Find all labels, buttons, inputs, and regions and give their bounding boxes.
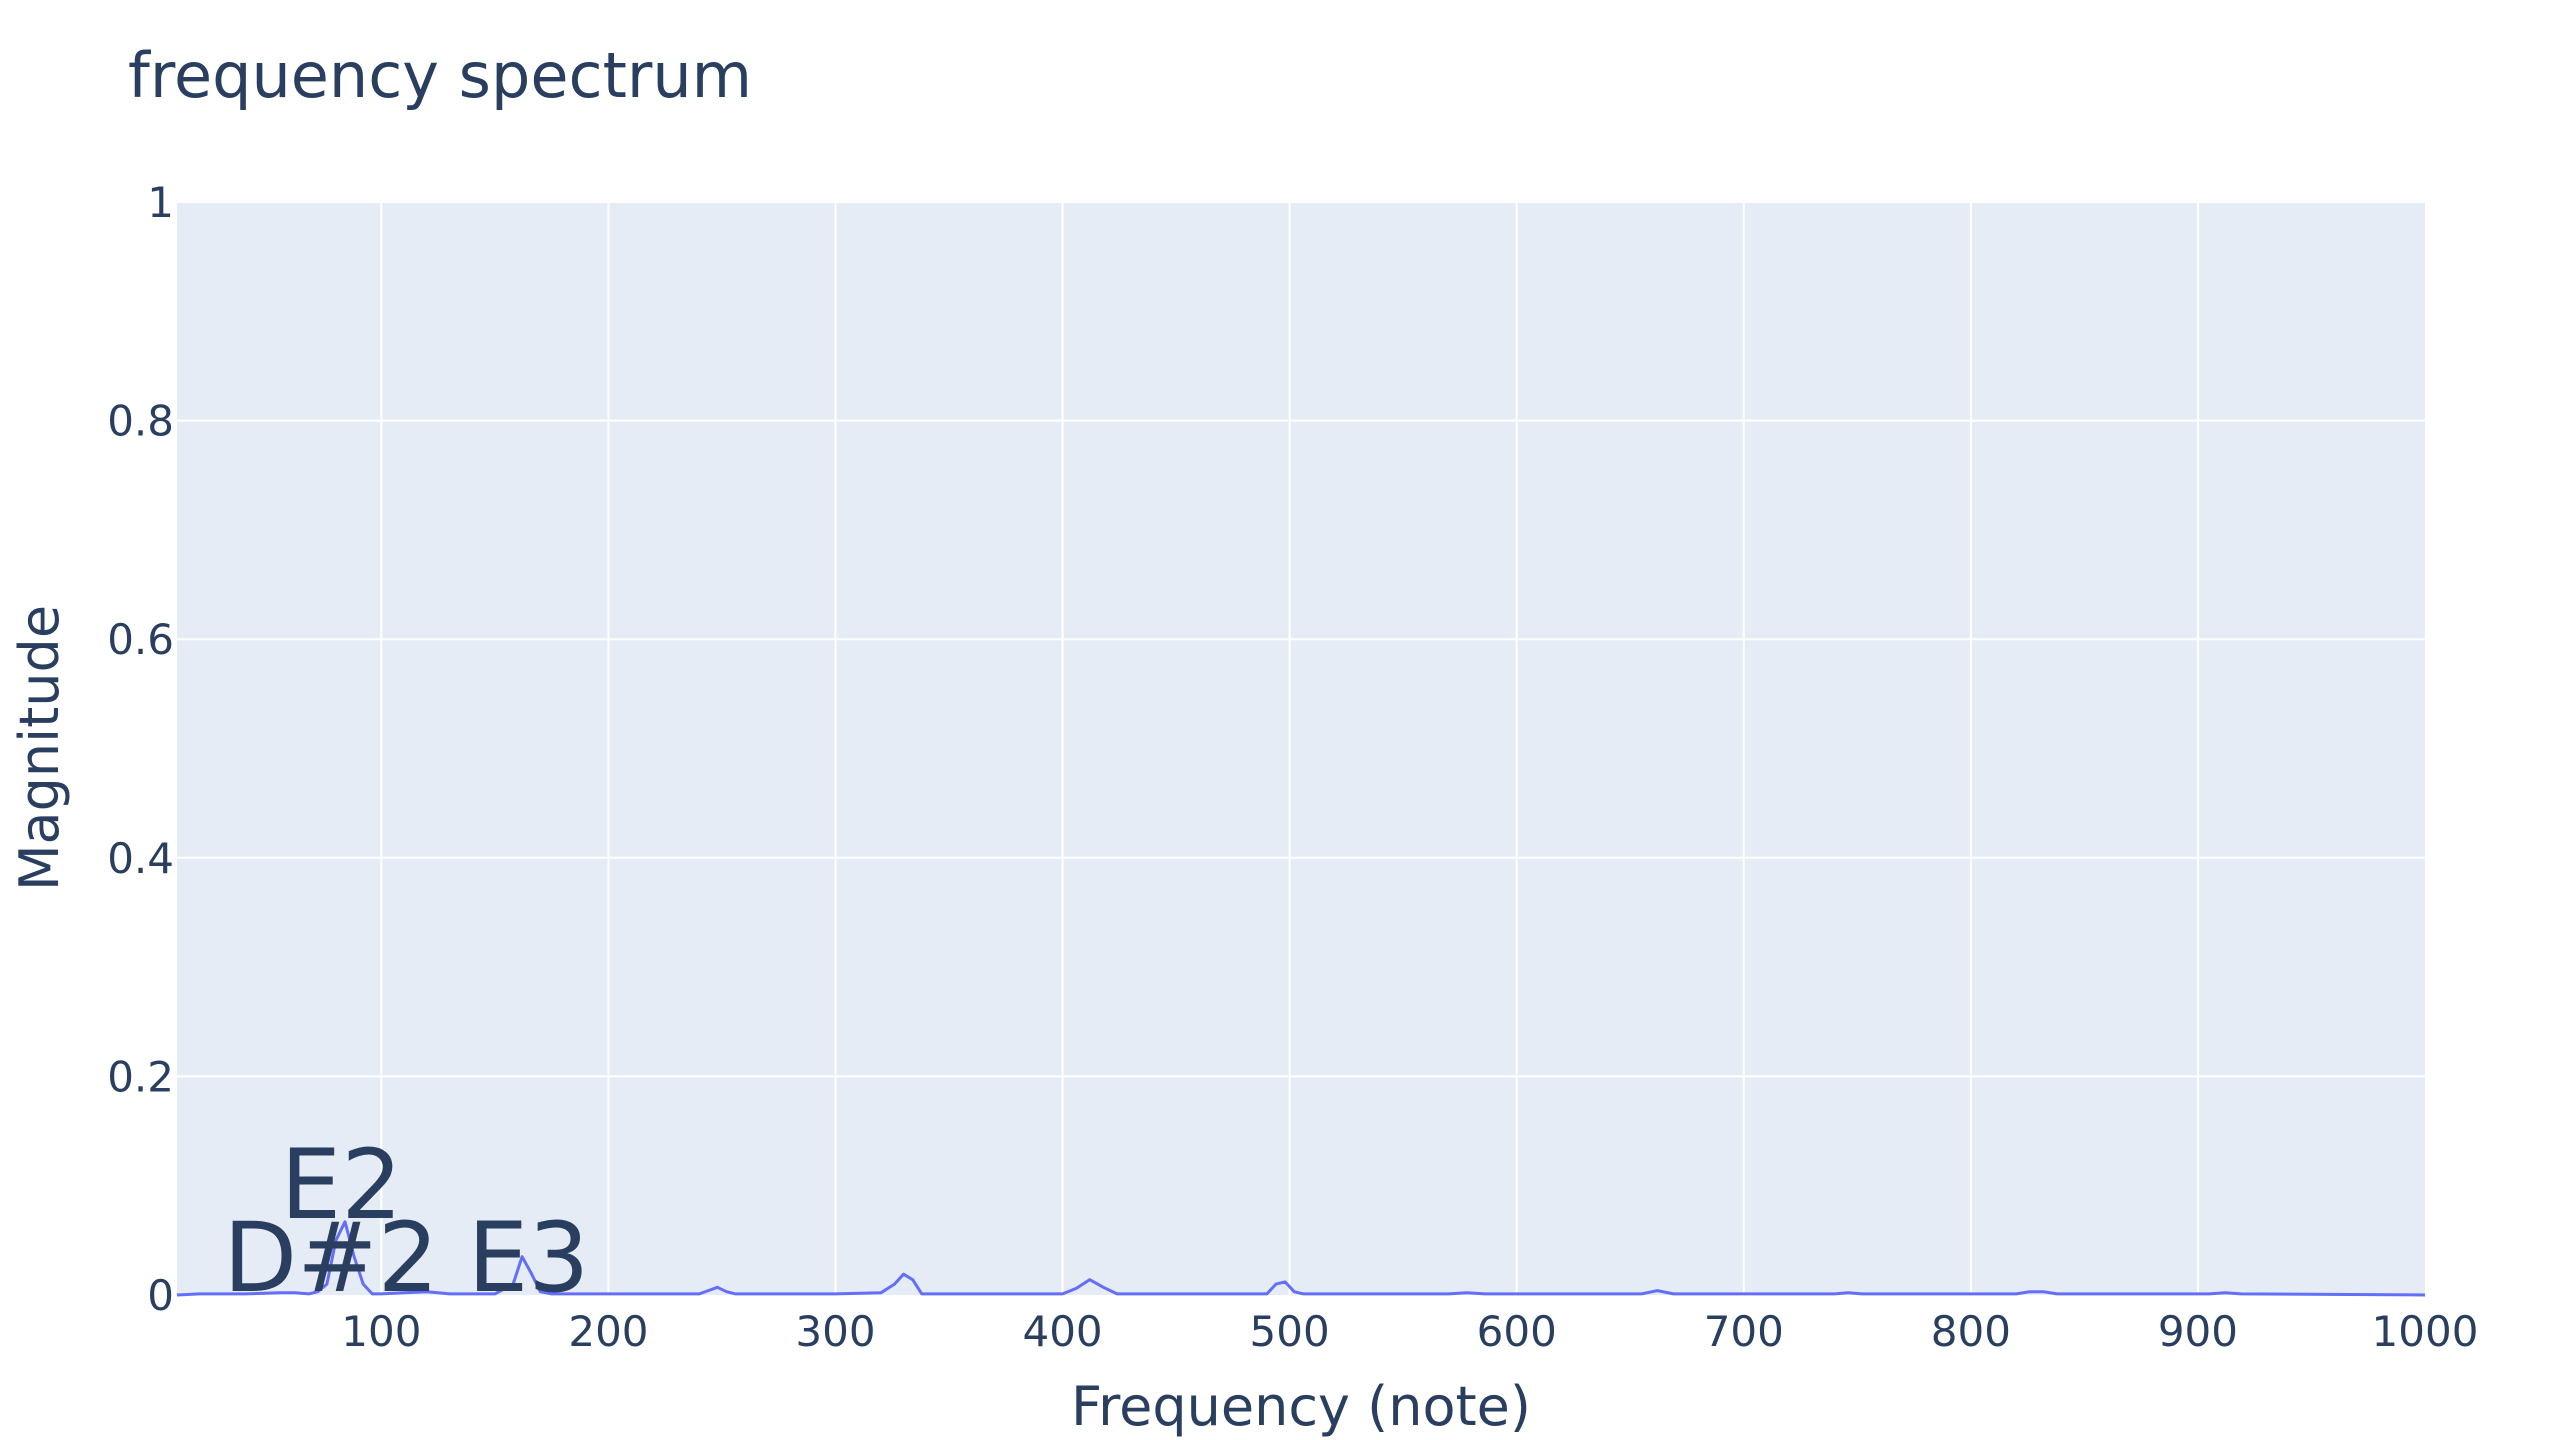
y-tick-label: 1: [147, 178, 174, 227]
x-tick-label: 700: [1704, 1307, 1784, 1356]
y-tick-label: 0.8: [107, 397, 174, 446]
x-tick-label: 300: [795, 1307, 875, 1356]
y-tick-label: 0.2: [107, 1052, 174, 1101]
x-tick-labels: 100 200 300 400 500 600 700 800 900 1000: [341, 1307, 2478, 1356]
plot-area: [177, 202, 2425, 1295]
note-annotation: E2: [281, 1129, 403, 1241]
y-tick-label: 0: [147, 1271, 174, 1320]
x-tick-label: 400: [1022, 1307, 1102, 1356]
x-tick-label: 600: [1477, 1307, 1557, 1356]
x-tick-label: 1000: [2372, 1307, 2479, 1356]
y-gridlines: [177, 201, 2425, 1078]
note-annotation: E3: [468, 1202, 590, 1314]
x-tick-label: 500: [1250, 1307, 1330, 1356]
x-axis-title: Frequency (note): [1071, 1375, 1531, 1438]
x-tick-label: 100: [341, 1307, 421, 1356]
y-tick-label: 0.4: [107, 834, 174, 883]
x-tick-label: 900: [2158, 1307, 2238, 1356]
series-line: [176, 1220, 2426, 1297]
x-tick-label: 200: [568, 1307, 648, 1356]
note-annotation: D#2: [223, 1202, 438, 1314]
annotation-layer: D#2E2 E3: [223, 1129, 589, 1314]
x-gridlines: [380, 202, 2199, 1295]
chart-title: frequency spectrum: [128, 39, 752, 112]
x-tick-label: 800: [1931, 1307, 2011, 1356]
series-layer: [176, 1220, 2426, 1297]
y-tick-label: 0.6: [107, 615, 174, 664]
y-tick-labels: 0 0.2 0.4 0.6 0.8 1: [107, 178, 174, 1320]
y-axis-title: Magnitude: [8, 605, 71, 891]
